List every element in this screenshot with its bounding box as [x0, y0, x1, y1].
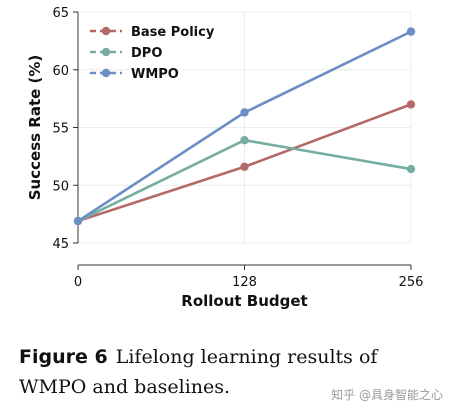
data-point	[240, 136, 249, 145]
x-axis-ticks: 0 128 256	[74, 265, 424, 290]
figure-caption: Figure 6 Lifelong learning results of WMP…	[19, 342, 444, 402]
line-chart: 45 50 55 60 65 0 128 256 Success Rate (%) Roll…	[26, 6, 424, 310]
watermark: 知乎 @具身智能之心	[331, 388, 443, 402]
x-tick-label: 128	[232, 275, 257, 290]
y-tick-label: 55	[52, 122, 69, 137]
legend-swatch-marker	[101, 68, 111, 78]
caption-text: Lifelong learning results of WMPO and ba…	[19, 346, 378, 398]
legend-swatch-marker	[101, 26, 111, 36]
figure-label: Figure 6	[19, 346, 108, 368]
y-tick-label: 60	[52, 64, 69, 79]
y-tick-label: 45	[52, 237, 69, 252]
x-axis-title: Rollout Budget	[181, 292, 307, 310]
legend-label: Base Policy	[131, 25, 215, 40]
legend-label: DPO	[131, 46, 162, 61]
legend-swatch-marker	[101, 47, 111, 57]
data-point	[406, 100, 416, 109]
grid-lines	[77, 11, 412, 244]
series-lines	[73, 27, 416, 226]
y-axis-title: Success Rate (%)	[26, 55, 44, 201]
x-tick-label: 0	[74, 275, 82, 290]
y-axis-ticks: 45 50 55 60 65	[52, 6, 78, 252]
data-point	[406, 27, 416, 36]
y-tick-label: 50	[52, 179, 69, 194]
data-point	[240, 162, 249, 171]
data-point	[240, 108, 249, 117]
y-tick-label: 65	[52, 6, 69, 21]
data-point	[73, 216, 83, 226]
legend: Base Policy DPO WMPO	[90, 25, 215, 82]
x-tick-label: 256	[399, 275, 424, 290]
legend-label: WMPO	[131, 67, 179, 82]
data-point	[406, 164, 416, 174]
